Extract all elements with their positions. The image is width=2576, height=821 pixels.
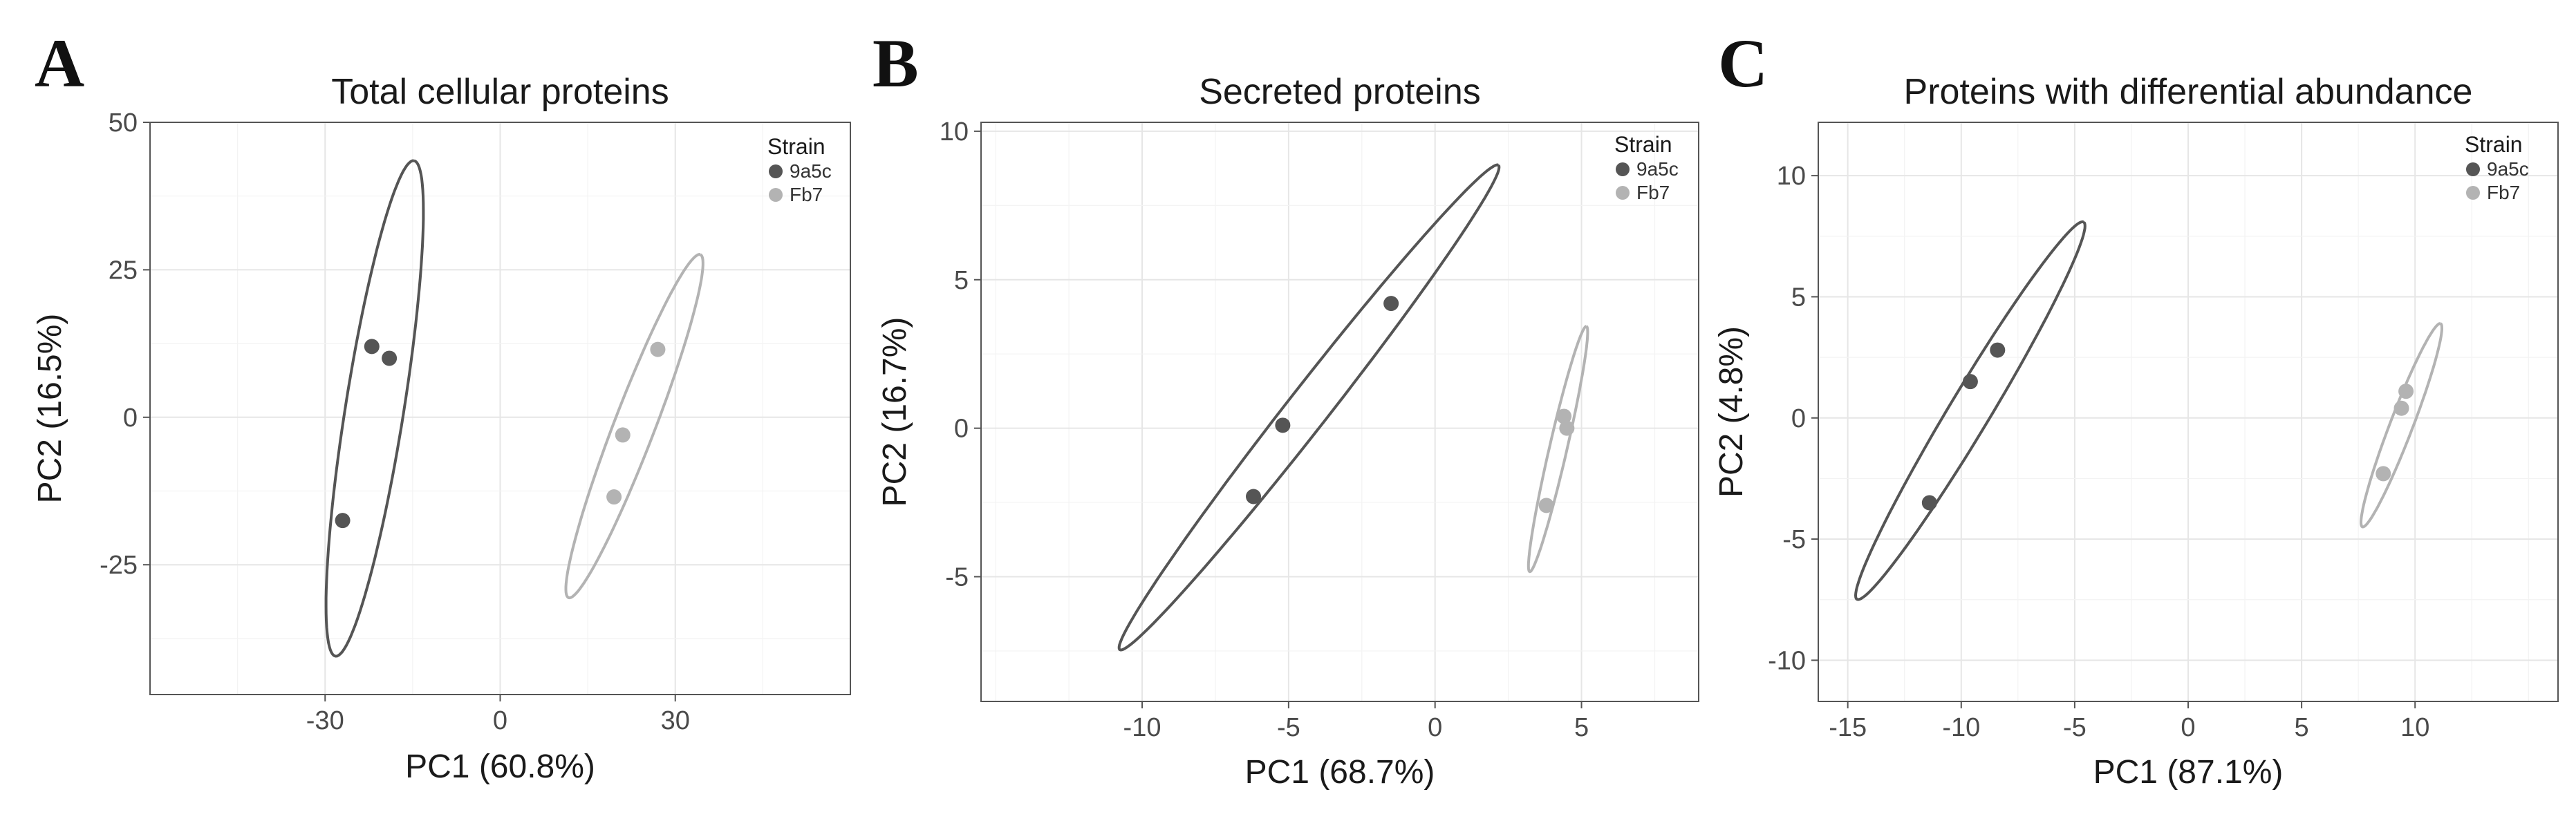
y-tick-label: 10 [940,117,969,147]
legend-label: 9a5c [790,160,832,182]
data-point-fb7 [2398,384,2414,399]
y-tick-label: -10 [1768,646,1806,675]
x-tick-label: 0 [493,706,507,735]
y-tick-label: -5 [1782,525,1806,554]
data-point-9a5c [1990,342,2006,358]
x-axis-label: PC1 (60.8%) [405,748,595,785]
series-layer [1117,163,1589,652]
x-tick-label: 5 [1574,713,1589,742]
series-layer [324,159,704,658]
plot-area [980,122,1699,702]
x-tick-label: -5 [2063,713,2087,742]
confidence-ellipse-9a5c [1854,220,2087,601]
y-tick-label: 5 [954,266,969,295]
chart-title: Secreted proteins [1199,72,1481,112]
x-tick-label: 5 [2295,713,2309,742]
confidence-ellipse-fb7 [2359,322,2443,529]
y-tick-label: -25 [100,551,138,580]
legend-label: Fb7 [790,184,823,205]
chart-title: Proteins with differential abundance [1904,72,2473,112]
grid [1818,122,2558,701]
chart-panel-c: C Proteins with differential abundance -15… [1713,25,2559,791]
data-point-9a5c [1383,296,1399,312]
data-point-fb7 [1559,420,1575,436]
series-layer [1854,220,2443,601]
x-tick-label: 0 [2181,713,2195,742]
data-point-9a5c [1275,417,1291,433]
x-tick-label: 30 [661,706,690,735]
y-tick-label: 0 [123,404,138,433]
x-axis-label: PC1 (68.7%) [1245,754,1435,791]
legend-label: Fb7 [2487,182,2520,203]
confidence-ellipse-fb7 [1527,325,1589,574]
y-axis-label: PC2 (16.5%) [32,314,68,504]
legend-title: Strain [1614,132,1672,157]
y-tick-label: 10 [1777,162,1806,191]
data-point-fb7 [2393,400,2409,416]
y-tick-label: 50 [109,108,138,138]
x-tick-label: -5 [1277,713,1300,742]
x-tick-label: 0 [1428,713,1442,742]
grid [150,122,850,695]
data-point-fb7 [1538,498,1554,513]
y-tick-label: 25 [109,256,138,285]
legend-label: Fb7 [1636,182,1670,203]
panel-letter: B [872,25,919,102]
legend-key-9a5c [1616,162,1630,176]
data-point-9a5c [382,350,398,366]
legend-key-fb7 [769,188,783,202]
legend-label: 9a5c [2487,158,2529,180]
data-point-9a5c [1246,489,1262,504]
data-point-fb7 [1556,408,1572,424]
y-axis-label: PC2 (16.7%) [877,317,913,507]
x-tick-label: -10 [1942,713,1980,742]
legend-title: Strain [2465,132,2523,157]
legend-key-fb7 [1616,186,1630,200]
x-tick-label: -15 [1829,713,1867,742]
y-tick-label: 0 [1791,404,1806,433]
data-point-fb7 [606,489,622,505]
confidence-ellipse-9a5c [1117,163,1501,652]
data-point-fb7 [650,341,666,357]
legend-label: 9a5c [1636,158,1679,180]
x-tick-label: -10 [1123,713,1161,742]
panel-letter: A [35,25,84,102]
chart-panel-a: A Total cellular proteins -30 0 30 -25 0 25 50 PC… [32,25,851,785]
confidence-ellipse-9a5c [324,159,425,658]
x-tick-label: 10 [2400,713,2429,742]
data-point-9a5c [335,513,351,529]
x-tick-label: -30 [306,706,344,735]
legend-key-fb7 [2466,186,2480,200]
panel-letter: C [1718,25,1768,102]
data-point-9a5c [1962,374,1978,390]
y-tick-label: 0 [954,415,969,444]
y-tick-label: -5 [945,563,969,592]
chart-title: Total cellular proteins [331,72,669,112]
data-point-9a5c [364,339,380,355]
y-axis-label: PC2 (4.8%) [1713,326,1750,498]
x-axis-label: PC1 (87.1%) [2093,754,2284,791]
legend-key-9a5c [2466,162,2480,176]
y-tick-label: 5 [1791,283,1806,312]
grid [981,122,1699,701]
data-point-fb7 [615,427,631,443]
legend-title: Strain [767,134,825,159]
data-point-fb7 [2376,466,2391,482]
confidence-ellipse-fb7 [564,253,704,600]
data-point-9a5c [1921,495,1937,511]
legend-key-9a5c [769,164,783,178]
plot-border [980,122,1699,702]
chart-panel-b: B Secreted proteins -10 -5 0 5 -5 0 5 10 PC1 (68.7… [872,25,1699,791]
